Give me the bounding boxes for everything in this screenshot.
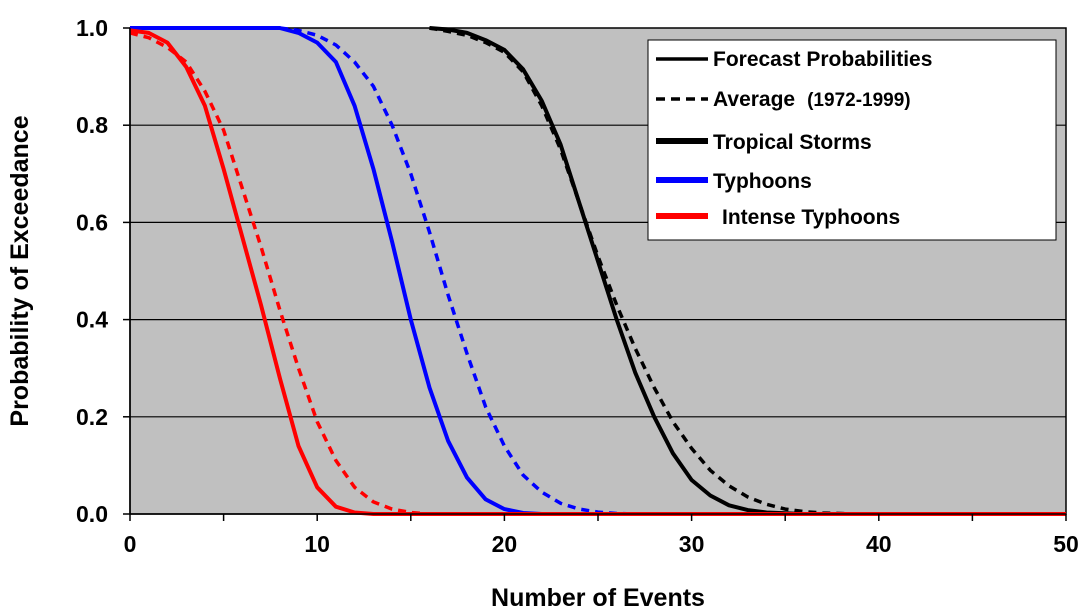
- y-tick-label-2: 0.4: [76, 307, 108, 333]
- legend-average-label: Average (1972-1999): [713, 88, 911, 111]
- x-tick-label-5: 50: [1053, 531, 1079, 557]
- series-line-tropical-storms-forecast: [429, 26, 1066, 516]
- tick-labels: 0 10 20 30 40 50 0.0 0.2 0.4 0.6 0.8 1.0: [76, 15, 1079, 557]
- y-axis-title: Probability of Exceedance: [6, 115, 34, 426]
- series-line-intense-typhoons-average: [129, 31, 1066, 516]
- x-tick-label-0: 0: [124, 531, 137, 557]
- y-tick-label-0: 0.0: [76, 501, 108, 527]
- legend-box: [647, 39, 1057, 241]
- legend-forecast-label: Forecast Probabilities: [713, 48, 932, 71]
- x-tick-label-4: 40: [866, 531, 892, 557]
- series-line-tropical-storms-average: [429, 26, 1066, 516]
- y-tick-label-1: 0.2: [76, 404, 108, 430]
- legend-typhoons-label: Typhoons: [713, 170, 812, 193]
- x-tick-label-2: 20: [492, 531, 518, 557]
- gridlines: [130, 124, 1066, 418]
- legend-tropical-storms-label: Tropical Storms: [713, 131, 872, 154]
- x-tick-label-1: 10: [304, 531, 330, 557]
- y-tick-label-4: 0.8: [76, 112, 108, 138]
- x-tick-label-3: 30: [679, 531, 705, 557]
- y-tick-label-3: 0.6: [76, 209, 108, 235]
- legend: Forecast Probabilities Average (1972-1999…: [647, 39, 1057, 241]
- legend-intense-typhoons-label: Intense Typhoons: [722, 206, 900, 229]
- y-tick-label-5: 1.0: [76, 15, 108, 41]
- series-line-typhoons-forecast: [130, 26, 1066, 516]
- axes: [123, 27, 1067, 521]
- x-axis-title: Number of Events: [491, 584, 705, 612]
- series-line-typhoons-average: [279, 26, 1066, 516]
